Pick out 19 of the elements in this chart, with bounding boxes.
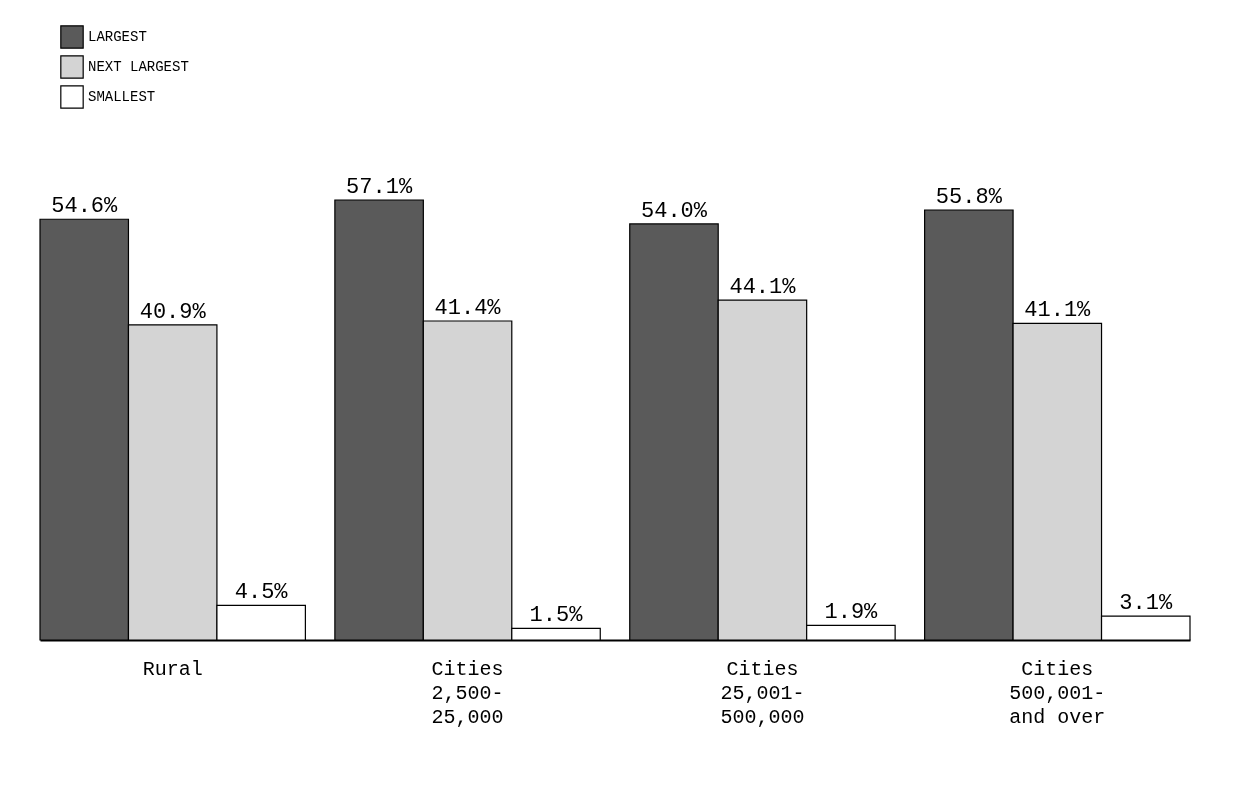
legend-label: NEXT LARGEST bbox=[88, 59, 189, 75]
data-label: 1.5% bbox=[529, 603, 584, 629]
data-label: 41.1% bbox=[1024, 298, 1092, 324]
data-label: 55.8% bbox=[935, 185, 1003, 211]
x-tick-label: Cities 500,001- and over bbox=[1009, 657, 1106, 729]
data-label: 41.4% bbox=[434, 295, 502, 321]
data-label: 57.1% bbox=[346, 175, 413, 200]
data-label: 44.1% bbox=[729, 275, 797, 301]
data-label: 54.0% bbox=[640, 198, 708, 224]
data-label: 4.5% bbox=[234, 580, 289, 606]
data-label: 54.6% bbox=[51, 194, 119, 220]
legend-label: SMALLEST bbox=[88, 89, 156, 105]
x-tick-label: Rural bbox=[142, 657, 203, 681]
data-label: 3.1% bbox=[1119, 591, 1173, 617]
legend-label: LARGEST bbox=[88, 29, 147, 45]
data-label: 40.9% bbox=[139, 299, 207, 325]
x-tick-label: Cities 2,500- 25,000 bbox=[431, 657, 504, 729]
data-label: 1.9% bbox=[824, 600, 879, 626]
x-tick-label: Cities 25,001- 500,000 bbox=[720, 657, 805, 729]
